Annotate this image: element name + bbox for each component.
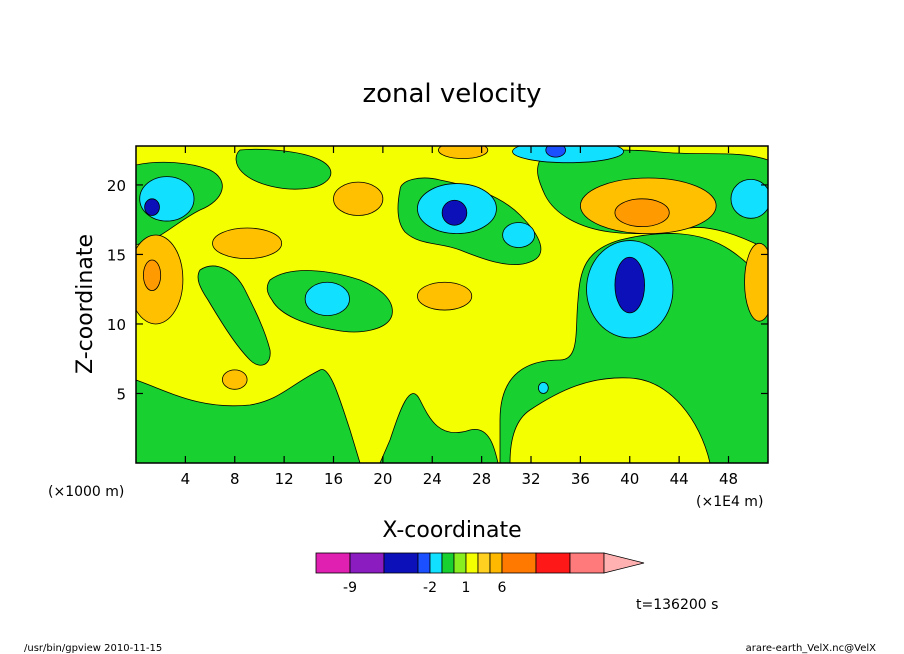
contour-region-cyan <box>304 281 350 317</box>
colorbar-label: 6 <box>498 580 507 596</box>
y-tick-label: 10 <box>107 316 126 334</box>
x-axis: 4 8 12 16 20 24 28 32 36 40 44 48 <box>181 146 738 488</box>
x-unit-label: (×1E4 m) <box>696 494 763 510</box>
time-label: t=136200 s <box>636 597 718 613</box>
contour-region-orange <box>417 281 473 311</box>
x-tick-label: 32 <box>521 470 540 488</box>
y-tick-label: 15 <box>107 246 126 264</box>
y-axis-title: Z-coordinate <box>73 234 98 374</box>
colorbar-bin <box>441 552 455 574</box>
contour-region-blue <box>144 198 160 216</box>
x-axis-title: X-coordinate <box>382 518 521 543</box>
colorbar-bin <box>535 552 571 574</box>
colorbar-label: -9 <box>343 580 357 596</box>
green-region-right <box>499 233 768 463</box>
contour-region-blue <box>441 199 468 226</box>
contour-region-darkorange <box>143 259 162 291</box>
colorbar-bin <box>453 552 467 574</box>
x-tick-label: 20 <box>373 470 392 488</box>
footer-left: /usr/bin/gpview 2010-11-15 <box>24 643 162 654</box>
contour-region-orange <box>438 146 489 159</box>
contour-region-cyan <box>538 381 549 394</box>
footer-right: arare-earth_VelX.nc@VelX <box>746 643 877 654</box>
x-tick-label: 16 <box>324 470 343 488</box>
chart-title: zonal velocity <box>362 79 541 109</box>
contour-region-orange <box>212 227 283 260</box>
contour-regions <box>136 146 768 394</box>
contour-region-cyan <box>730 178 768 219</box>
x-tick-label: 28 <box>472 470 491 488</box>
colorbar-label: -2 <box>423 580 437 596</box>
plot-area <box>136 146 768 463</box>
colorbar <box>315 552 645 574</box>
colorbar-label: 1 <box>462 580 471 596</box>
colorbar-bin <box>477 552 491 574</box>
colorbar-bin <box>429 552 443 574</box>
plot-frame <box>135 145 769 464</box>
colorbar-bin <box>489 552 503 574</box>
y-unit-label: (×1000 m) <box>48 484 124 500</box>
x-tick-label: 44 <box>670 470 689 488</box>
contour-region-orange <box>744 242 768 322</box>
y-tick-label: 5 <box>116 385 126 403</box>
contour-region-cyan <box>512 146 624 164</box>
colorbar-bin <box>465 552 479 574</box>
contour-region-cyan <box>502 222 536 248</box>
contour-region-orange <box>333 181 384 216</box>
y-tick-label: 20 <box>107 177 126 195</box>
green-region-left-mid <box>197 265 271 366</box>
contour-region-darkorange <box>614 198 670 228</box>
green-region-bottom <box>136 369 361 463</box>
contour-region-blue <box>614 256 645 314</box>
x-tick-label: 40 <box>620 470 639 488</box>
x-tick-label: 12 <box>275 470 294 488</box>
y-axis: 5 10 15 20 <box>107 177 768 403</box>
green-region-center-bottom <box>379 393 499 463</box>
contour-region-blue <box>545 146 566 158</box>
colorbar-bin <box>349 552 385 574</box>
colorbar-extension <box>603 552 645 574</box>
colorbar-bin <box>315 552 351 574</box>
contour-region-orange <box>222 369 248 390</box>
x-tick-label: 8 <box>230 470 240 488</box>
colorbar-bin <box>569 552 605 574</box>
colorbar-labels: -9 -2 1 6 <box>343 580 507 596</box>
x-tick-label: 4 <box>181 470 191 488</box>
colorbar-bin <box>501 552 537 574</box>
colorbar-bin <box>383 552 419 574</box>
colorbar-bin <box>417 552 431 574</box>
x-tick-label: 48 <box>719 470 738 488</box>
x-tick-label: 36 <box>571 470 590 488</box>
x-tick-label: 24 <box>423 470 442 488</box>
green-region-top-left-mid <box>235 148 332 190</box>
